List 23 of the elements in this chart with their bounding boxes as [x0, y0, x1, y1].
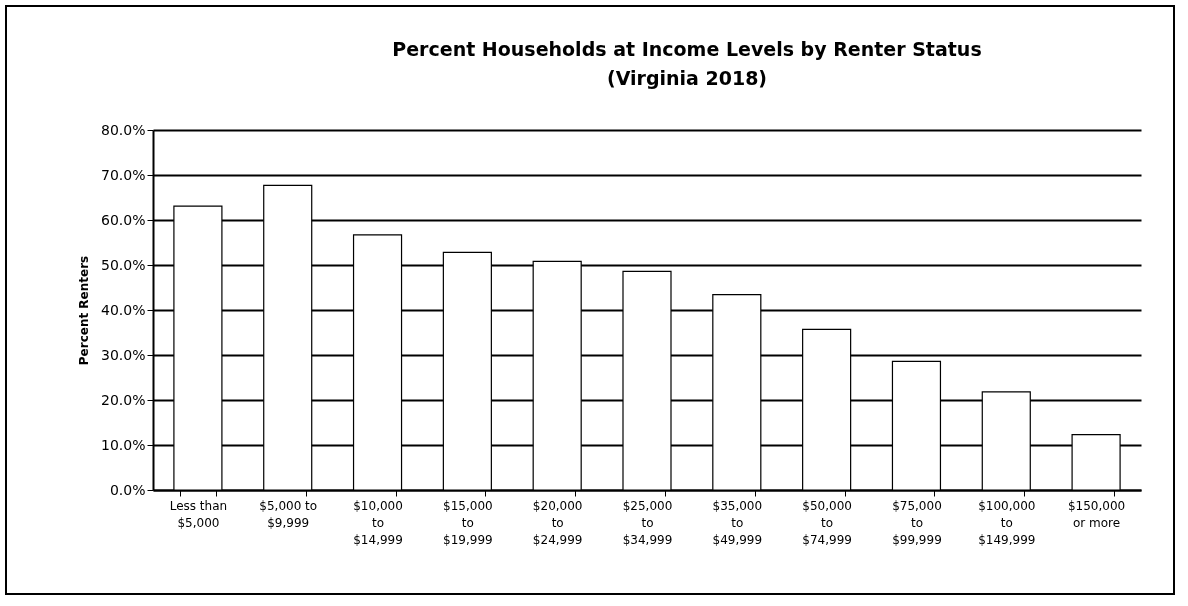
x-tick-label: $20,000 to $24,999 — [532, 498, 583, 547]
y-tick-label: 80.0% — [101, 121, 146, 138]
chart-title: Percent Households at Income Levels by Renter Status — [392, 38, 982, 60]
y-tick-label: 60.0% — [101, 211, 146, 228]
y-tick-label: 10.0% — [101, 436, 146, 453]
y-axis-title: Percent Renters — [77, 255, 92, 366]
chart-subtitle: (Virginia 2018) — [606, 67, 768, 89]
x-tick-label: $10,000 to $14,999 — [353, 498, 403, 547]
x-tick-label: $5,000 to $9,999 — [259, 498, 318, 530]
y-tick-label: 30.0% — [101, 346, 146, 363]
y-tick-label: 40.0% — [101, 301, 146, 318]
y-tick-label: 20.0% — [101, 391, 146, 408]
x-tick-label: $15,000 to $19,999 — [443, 498, 493, 547]
x-tick-label: Less than $5,000 — [169, 498, 228, 530]
y-tick-label: 50.0% — [101, 256, 146, 273]
y-tick-label: 0.0% — [109, 481, 146, 498]
x-tick-label: $50,000 to $74,999 — [802, 498, 852, 547]
x-tick-label: $150,000 or more — [1067, 498, 1126, 530]
x-tick-label: $100,000 to $149,999 — [978, 498, 1036, 547]
x-tick-label: $35,000 to $49,999 — [712, 498, 763, 547]
x-tick-label: $25,000 to $34,999 — [622, 498, 673, 547]
x-tick-label: $75,000 to $99,999 — [892, 498, 942, 547]
y-tick-label: 70.0% — [101, 166, 146, 183]
